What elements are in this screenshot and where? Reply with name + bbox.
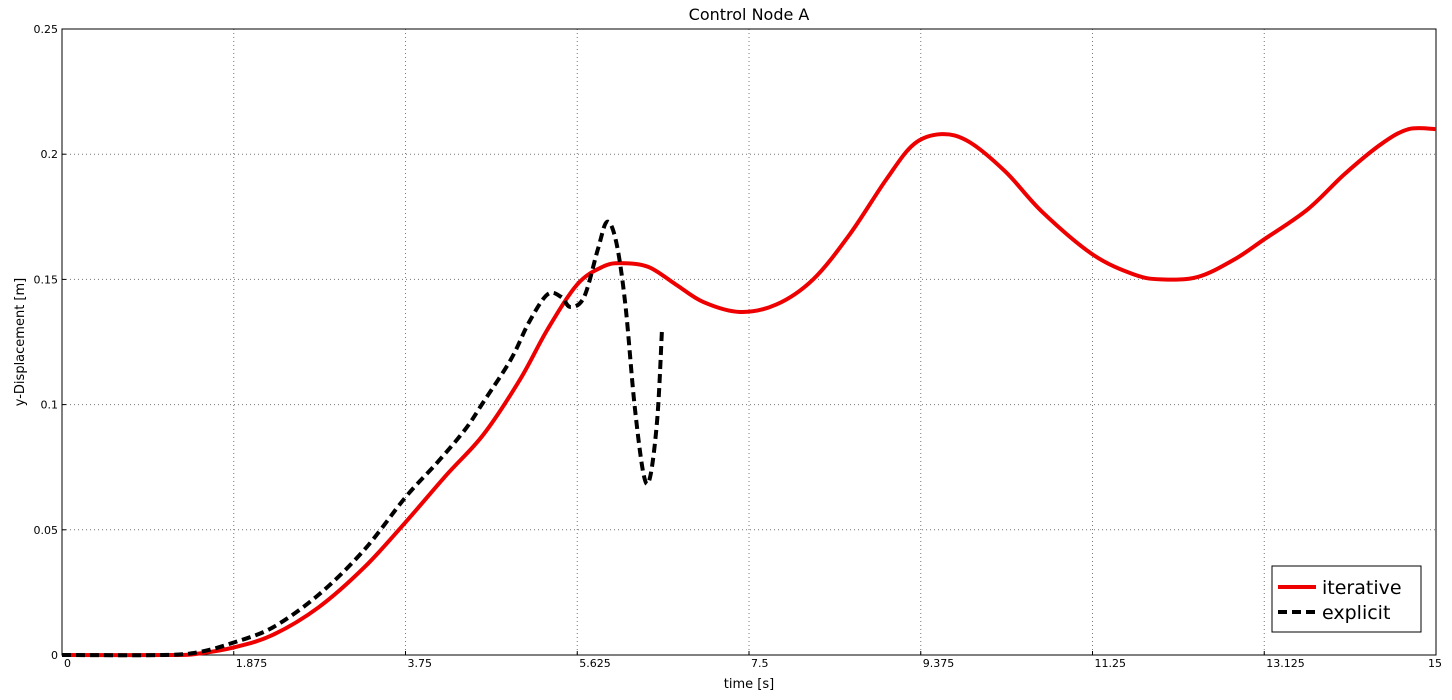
x-tick-label: 7.5: [751, 657, 769, 670]
x-tick-label: 1.875: [236, 657, 268, 670]
x-tick-label: 5.625: [579, 657, 611, 670]
x-axis-label: time [s]: [724, 677, 774, 692]
legend-label-iterative: iterative: [1322, 577, 1402, 599]
y-tick-label: 0.15: [34, 273, 59, 286]
grid: [62, 29, 1436, 655]
x-tick-label: 3.75: [408, 657, 433, 670]
y-tick-label: 0.05: [34, 524, 59, 537]
legend-label-explicit: explicit: [1322, 602, 1390, 624]
x-tick-label: 9.375: [923, 657, 955, 670]
y-tick-label: 0.1: [41, 399, 59, 412]
legend-box: [1271, 565, 1422, 633]
series-line-explicit: [61, 219, 664, 658]
x-tick-label: 11.25: [1095, 657, 1127, 670]
x-tick-label: 15: [1428, 657, 1442, 670]
y-tick-label: 0: [51, 649, 58, 662]
x-tick-label: 0: [64, 657, 71, 670]
series-layer: [61, 126, 1437, 658]
x-tick-label: 13.125: [1266, 657, 1305, 670]
y-axis-label: y-Displacement [m]: [13, 278, 28, 406]
series-line-iterative: [61, 126, 1437, 658]
legend: iterative explicit: [1271, 565, 1422, 633]
chart-title: Control Node A: [689, 5, 810, 24]
y-tick-label: 0.25: [34, 23, 59, 36]
y-tick-label: 0.2: [41, 148, 59, 161]
ticks: 0 1.875 3.75 5.625 7.5 9.375 11.25 13.125 15 0 0.0…: [34, 23, 1443, 670]
